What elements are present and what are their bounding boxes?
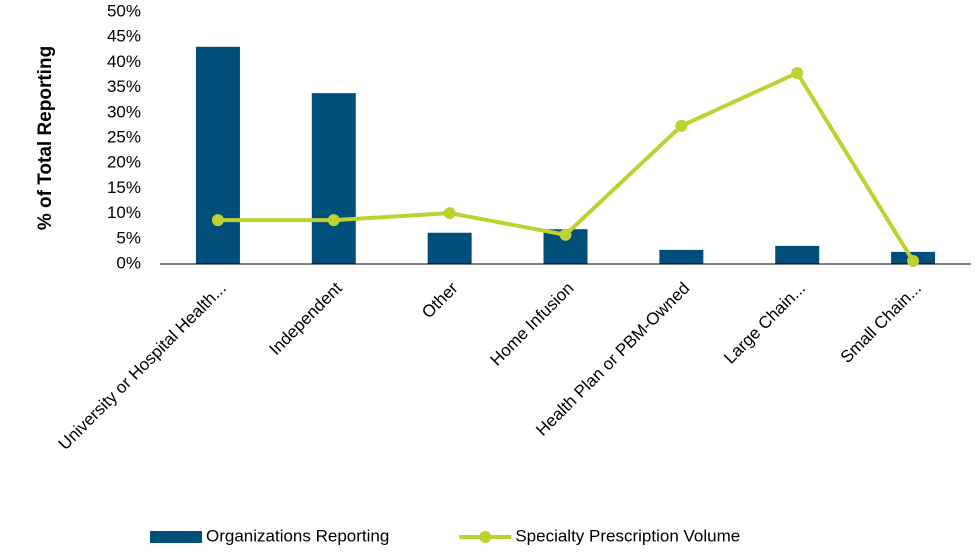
legend-swatch [479, 531, 492, 543]
bar [427, 232, 472, 264]
marker [443, 207, 456, 220]
x-tick-label: Independent [265, 278, 345, 358]
bar [775, 245, 820, 264]
x-tick-label: Small Chain... [837, 279, 925, 367]
x-tick-label: Large Chain... [720, 279, 809, 368]
marker [907, 254, 920, 267]
y-tick-label: 10% [107, 203, 141, 222]
marker [791, 66, 804, 79]
y-tick-label: 50% [107, 1, 141, 20]
x-tick-label: University or Hospital Health... [55, 279, 230, 454]
marker [211, 214, 224, 227]
y-tick-label: 20% [107, 153, 141, 172]
x-tick-label: Other [418, 278, 462, 322]
x-tick-label: Home Infusion [487, 279, 578, 370]
marker [327, 214, 340, 227]
legend-label: Specialty Prescription Volume [515, 526, 740, 545]
y-axis-label: % of Total Reporting [35, 46, 56, 230]
bar [195, 46, 240, 264]
bar [659, 249, 704, 264]
y-tick-label: 35% [107, 77, 141, 96]
y-tick-label: 15% [107, 178, 141, 197]
marker [675, 119, 688, 132]
bar [311, 93, 356, 264]
y-tick-label: 5% [116, 228, 141, 247]
y-tick-label: 30% [107, 102, 141, 121]
marker [559, 228, 572, 241]
y-tick-label: 45% [107, 27, 141, 46]
y-tick-label: 25% [107, 127, 141, 146]
y-tick-label: 0% [116, 253, 141, 272]
legend-label: Organizations Reporting [206, 526, 389, 545]
legend-swatch [150, 531, 202, 543]
y-tick-label: 40% [107, 52, 141, 71]
